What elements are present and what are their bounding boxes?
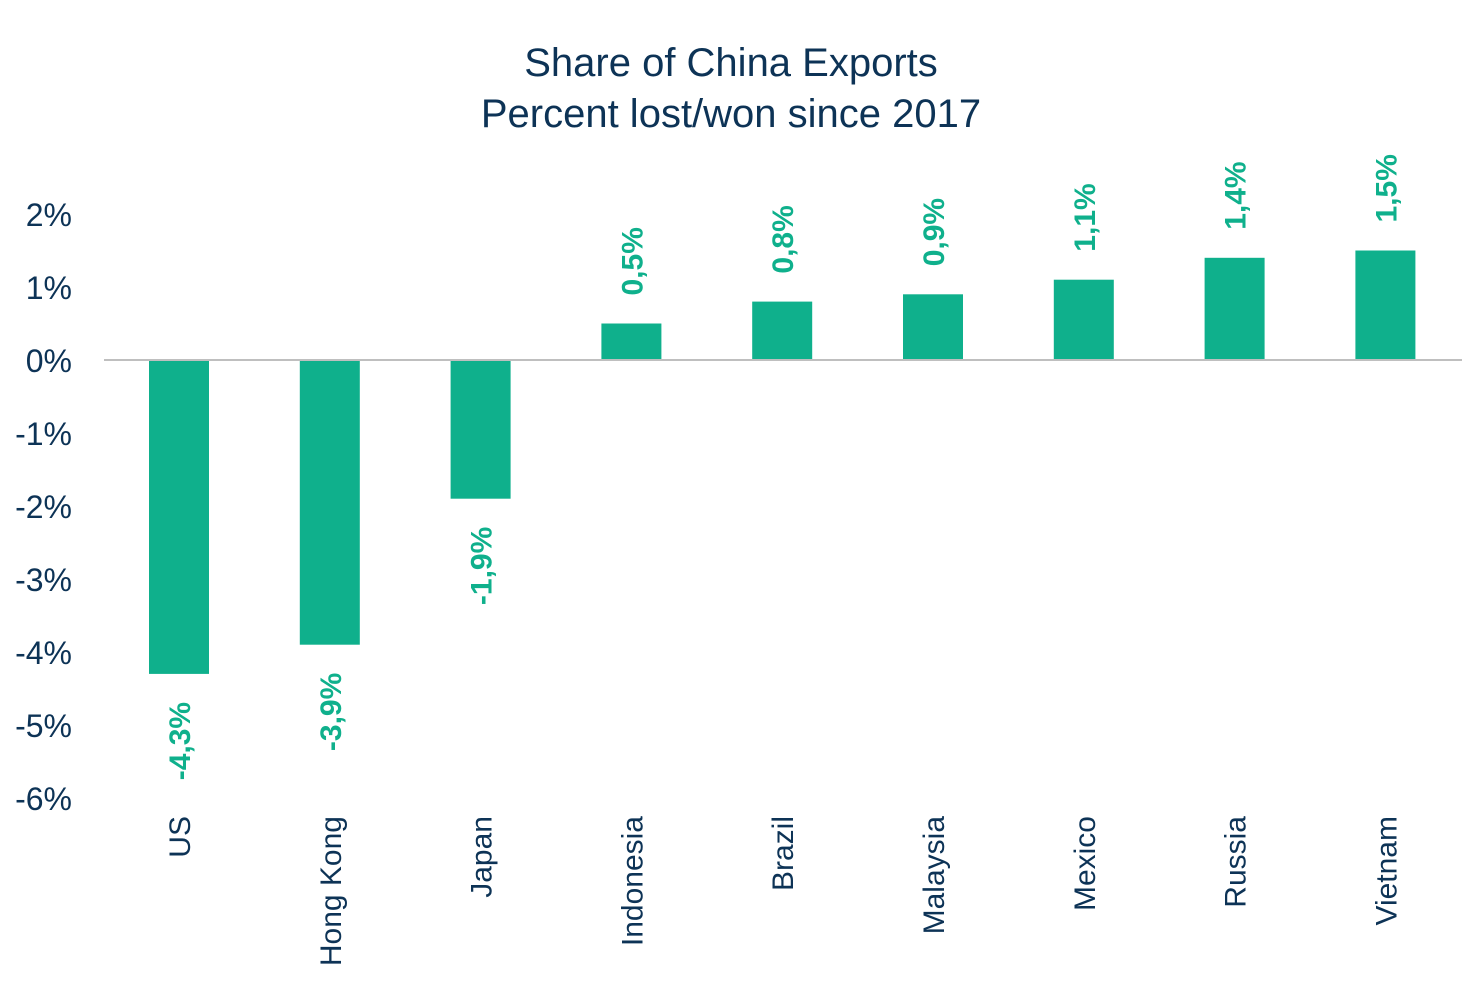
bar — [1204, 257, 1265, 360]
bar — [752, 301, 813, 360]
data-label: 1,4% — [1220, 161, 1253, 229]
data-label: 1,1% — [1069, 183, 1102, 251]
data-label: -1,9% — [466, 527, 499, 605]
data-label: 0,9% — [918, 198, 951, 266]
y-tick-label: 1% — [26, 270, 72, 306]
x-tick-label: Vietnam — [1370, 816, 1403, 926]
bar — [1355, 250, 1416, 360]
bar — [299, 360, 360, 645]
x-tick-label: US — [164, 816, 197, 858]
y-tick-label: -2% — [15, 489, 72, 525]
bar — [1053, 279, 1114, 360]
y-tick-label: -5% — [15, 708, 72, 744]
data-label: 1,5% — [1370, 154, 1403, 222]
y-tick-label: -1% — [15, 416, 72, 452]
chart-title: Share of China Exports — [524, 41, 938, 85]
x-tick-label: Russia — [1220, 816, 1253, 908]
data-label: 0,5% — [616, 227, 649, 295]
x-tick-label: Mexico — [1069, 816, 1102, 911]
bar — [903, 294, 963, 360]
data-label: -4,3% — [164, 702, 197, 780]
x-tick-label: Malaysia — [918, 816, 951, 935]
x-tick-label: Japan — [466, 816, 499, 898]
bar — [149, 360, 209, 674]
chart-subtitle: Percent lost/won since 2017 — [480, 92, 982, 136]
y-tick-label: 2% — [26, 197, 72, 233]
x-tick-label: Indonesia — [616, 816, 649, 946]
x-tick-label: Hong Kong — [315, 816, 348, 966]
data-label: 0,8% — [767, 205, 800, 273]
y-tick-label: -4% — [15, 635, 72, 671]
y-tick-label: -6% — [15, 781, 72, 817]
bar — [450, 360, 511, 499]
bar — [601, 323, 662, 360]
x-tick-label: Brazil — [767, 816, 800, 891]
y-tick-label: -3% — [15, 562, 72, 598]
y-tick-label: 0% — [26, 343, 72, 379]
data-label: -3,9% — [315, 673, 348, 751]
